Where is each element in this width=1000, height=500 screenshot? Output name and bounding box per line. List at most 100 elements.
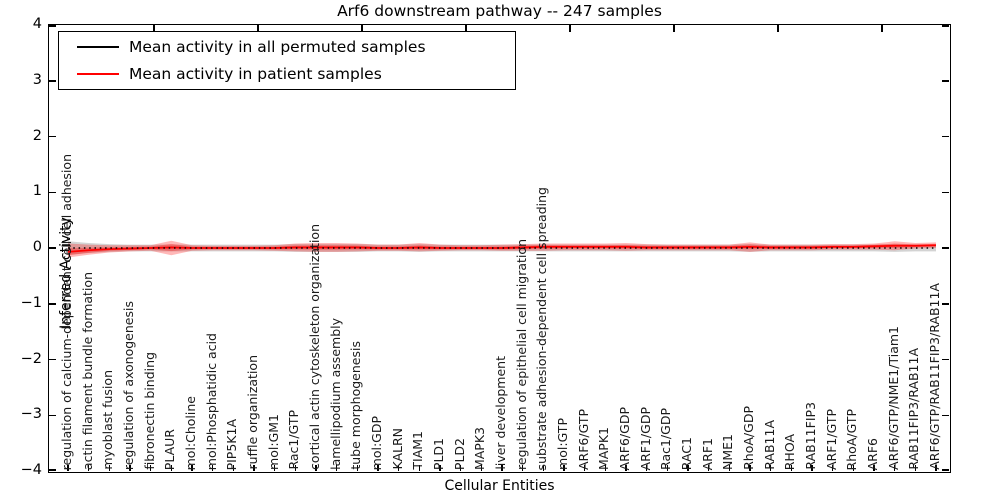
x-tick-bottom [459,465,462,471]
x-tick-bottom [439,465,441,471]
x-tick-bottom [67,465,69,471]
patient-mean-line [67,244,937,253]
patient-line-swatch [77,73,119,75]
x-category-label: RHOA [782,433,798,470]
x-category-label: ARF1/GDP [637,406,653,470]
x-tick-bottom [170,465,173,471]
x-tick-bottom [377,465,379,471]
permuted-line-swatch [77,46,119,48]
x-category-label: PIP5K1A [224,418,240,470]
x-tick-bottom [873,465,875,471]
x-category-label: ARF6 [865,437,880,470]
y-tick-label: 0 [32,239,42,255]
y-tick-label: 3 [32,71,42,88]
x-tick-bottom [356,465,359,471]
y-tick-label: −4 [20,462,42,478]
y-tick-left [49,303,56,305]
x-category-label: PLD2 [451,437,467,470]
x-tick-bottom [625,465,627,471]
y-tick-right [942,191,949,193]
x-tick-bottom [645,465,648,471]
y-tick-left [49,135,56,138]
x-tick-bottom [790,465,793,471]
x-category-label: mol:GM1 [265,414,281,470]
x-tick-bottom [87,465,90,471]
y-tick-left [49,25,56,27]
x-category-label: RAC1 [679,436,694,470]
x-category-label: Rac1/GTP [286,410,302,470]
x-category-label: cortical actin cytoskeleton organization [307,224,322,470]
y-tick-right [942,247,949,249]
x-tick-top [361,25,363,32]
x-category-label: RhoA/GDP [741,406,756,470]
x-category-label: RAB11FIP3/RAB11A [906,348,922,470]
x-category-label: ARF1/GTP [823,408,839,470]
x-tick-bottom [687,465,689,471]
patient-band-inner [68,243,936,256]
y-tick-left [49,414,56,416]
x-tick-bottom [397,465,400,471]
x-category-label: Rac1/GDP [658,408,674,470]
x-category-label: mol:GTP [555,418,570,470]
x-tick-bottom [666,465,669,471]
x-tick-bottom [232,465,235,471]
x-category-label: TIAM1 [410,431,426,470]
x-category-label: mol:Phosphatidic acid [203,332,219,470]
x-category-label: RAB11A [761,420,777,470]
x-category-label: mol:GDP [369,415,384,470]
x-category-label: ARF6/GTP/NME1/Tiam1 [885,326,901,470]
x-axis-label: Cellular Entities [444,478,555,494]
x-tick-bottom [914,465,917,471]
x-tick-bottom [604,465,607,471]
y-tick-right [942,80,949,82]
x-category-label: NME1 [720,434,736,470]
x-tick-bottom [480,465,483,471]
x-category-label: regulation of calcium-dependent cell-cel… [59,153,74,470]
y-tick-right [942,25,949,27]
x-category-label: substrate adhesion-dependent cell spread… [534,186,550,470]
y-tick-label: 1 [32,183,42,200]
legend-item-patient: Mean activity in patient samples [59,62,515,86]
x-category-label: regulation of epithelial cell migration [513,239,529,470]
x-tick-bottom [294,465,297,471]
patient-band [68,240,936,258]
plot-area: Mean activity in all permuted samples Me… [48,24,951,473]
x-category-label: RhoA/GTP [844,408,860,470]
x-tick-bottom [935,465,937,471]
y-tick-label: −1 [20,294,42,311]
y-tick-right [942,469,949,471]
y-tick-right [942,135,949,138]
x-category-label: MAPK3 [472,426,488,470]
x-tick-top [777,25,779,32]
x-tick-bottom [149,465,152,471]
x-tick-bottom [253,465,255,471]
x-category-label: fibronectin binding [141,352,157,470]
x-tick-bottom [108,465,111,471]
x-tick-bottom [811,465,813,471]
x-category-label: liver development [493,356,508,470]
y-tick-label: 2 [32,127,42,144]
y-tick-label: −2 [20,350,42,367]
x-tick-bottom [831,465,834,471]
x-tick-bottom [583,465,586,471]
y-tick-left [49,358,56,361]
x-tick-bottom [211,465,214,471]
y-tick-right [942,414,949,416]
y-tick-right [942,358,949,361]
x-category-label: ARF6/GTP/RAB11FIP3/RAB11A [927,283,942,470]
x-category-label: PLD1 [431,437,446,470]
x-category-label: tube morphogenesis [348,341,364,470]
x-category-label: RAB11FIP3 [803,402,818,470]
x-tick-bottom [728,465,731,471]
x-tick-top [257,25,259,32]
x-tick-bottom [315,465,317,471]
y-tick-left [49,247,56,249]
y-tick-label: 4 [32,16,42,32]
x-category-label: ARF6/GDP [617,406,632,470]
x-tick-top [881,25,883,32]
x-tick-bottom [418,465,421,471]
x-tick-bottom [769,465,772,471]
x-category-label: regulation of axonogenesis [121,300,136,470]
x-tick-bottom [563,465,565,471]
